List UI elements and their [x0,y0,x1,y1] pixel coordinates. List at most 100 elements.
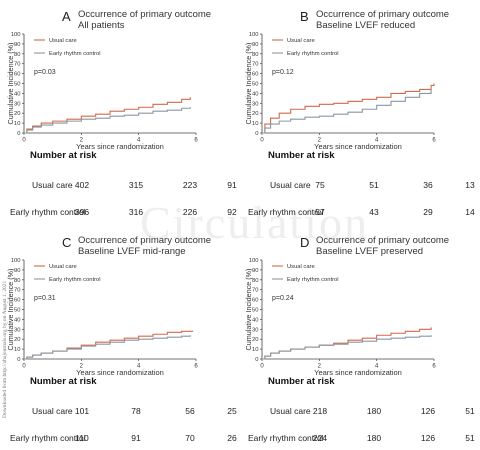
series-early-rhythm-line [24,107,191,134]
risk-value: 51 [465,406,475,416]
y-tick-label: 90 [252,268,258,274]
risk-value: 56 [185,406,195,416]
x-axis-label: Years since randomization [314,368,402,377]
risk-row-label: Early rhythm control [10,433,86,443]
series-usual-care-line [24,97,191,134]
chart-panel: D Occurrence of primary outcome Baseline L… [242,226,478,450]
y-tick-label: 60 [252,298,258,304]
y-tick-label: 30 [252,327,258,333]
y-tick-label: 20 [14,111,20,117]
y-tick-label: 50 [252,82,258,88]
y-tick-label: 70 [14,62,20,68]
p-value: p=0.12 [272,69,294,76]
y-tick-label: 50 [14,308,20,314]
risk-row-label: Usual care [32,406,73,416]
series-early-rhythm-line [24,335,191,360]
x-tick-label: 2 [80,138,84,144]
y-tick-label: 0 [17,131,20,137]
y-tick-label: 70 [252,288,258,294]
y-axis-label: Cumulative Incidence (%) [244,43,253,125]
y-tick-label: 40 [14,317,20,323]
risk-row-label: Early rhythm control [248,207,324,217]
x-tick-label: 4 [375,364,379,370]
y-tick-label: 30 [14,101,20,107]
y-tick-label: 100 [249,32,259,38]
plot-svg: 0 10 20 30 40 50 60 70 80 90 100 0 2 4 6 Years since ra… [244,258,436,377]
y-tick-label: 50 [252,308,258,314]
risk-value: 110 [75,433,89,443]
x-tick-label: 0 [22,138,26,144]
legend-label: Early rhythm control [287,51,339,57]
risk-row-label: Usual care [270,406,311,416]
panel-letter: A [62,9,71,24]
plot-svg: 0 10 20 30 40 50 60 70 80 90 100 0 2 4 6 Years since ra… [244,32,436,151]
y-tick-label: 20 [14,337,20,343]
risk-value: 180 [366,406,382,416]
y-tick-label: 100 [11,258,21,264]
chart-title: Occurrence of primary outcome [78,235,212,246]
panel-letter: C [62,235,72,250]
y-axis-label: Cumulative Incidence (%) [6,269,15,351]
p-value: p=0.31 [34,295,56,302]
y-axis-label: Cumulative Incidence (%) [6,43,15,125]
risk-row-label: Early rhythm control [248,433,324,443]
y-tick-label: 70 [252,62,258,68]
risk-value: 402 [74,180,90,190]
p-value: p=0.03 [34,69,56,76]
x-tick-label: 6 [432,364,436,370]
y-tick-label: 50 [14,82,20,88]
risk-value: 180 [366,433,382,443]
risk-value: 316 [128,207,144,217]
risk-row-label: Early rhythm control [10,207,86,217]
chart-panel: C Occurrence of primary outcome Baseline L… [4,226,240,450]
risk-row-label: Usual care [270,180,311,190]
panel-letter: B [300,9,309,24]
legend-label: Early rhythm control [49,51,101,57]
risk-value: 226 [182,207,198,217]
risk-value: 396 [74,207,90,217]
chart-subtitle: Baseline LVEF preserved [316,246,424,257]
x-tick-label: 0 [260,364,264,370]
y-tick-label: 30 [14,327,20,333]
risk-value: 36 [423,180,433,190]
x-tick-label: 4 [375,138,379,144]
legend-label: Usual care [287,38,315,44]
risk-value: 92 [227,207,237,217]
x-tick-label: 2 [80,364,84,370]
risk-table-title: Number at risk [268,150,335,161]
series-early-rhythm-line [262,335,432,360]
risk-table-title: Number at risk [30,150,97,161]
chart-title: Occurrence of primary outcome [316,9,450,20]
x-tick-label: 4 [137,364,141,370]
y-tick-label: 70 [14,288,20,294]
risk-value: 29 [423,207,433,217]
risk-value: 78 [131,406,141,416]
risk-value: 14 [465,207,475,217]
y-tick-label: 20 [252,337,258,343]
y-tick-label: 60 [14,72,20,78]
y-tick-label: 60 [252,72,258,78]
legend-label: Usual care [49,264,77,270]
panel-letter: D [300,235,310,250]
legend-label: Usual care [49,38,77,44]
risk-value: 315 [128,180,144,190]
y-tick-label: 80 [14,278,20,284]
x-tick-label: 6 [432,138,436,144]
y-tick-label: 100 [11,32,21,38]
risk-value: 70 [185,433,195,443]
y-tick-label: 10 [14,121,20,127]
chart-title: Occurrence of primary outcome [316,235,450,246]
risk-value: 218 [312,406,328,416]
series-usual-care-line [24,330,194,360]
p-value: p=0.24 [272,295,294,302]
risk-value: 224 [312,433,328,443]
series-early-rhythm-line [262,89,432,134]
x-axis-label: Years since randomization [314,142,402,151]
risk-value: 51 [369,180,379,190]
plot-svg: 0 10 20 30 40 50 60 70 80 90 100 0 2 4 6 Years since ra… [6,258,198,377]
risk-value: 223 [182,180,198,190]
y-tick-label: 40 [14,91,20,97]
y-tick-label: 100 [249,258,259,264]
y-tick-label: 40 [252,91,258,97]
legend-label: Usual care [287,264,315,270]
